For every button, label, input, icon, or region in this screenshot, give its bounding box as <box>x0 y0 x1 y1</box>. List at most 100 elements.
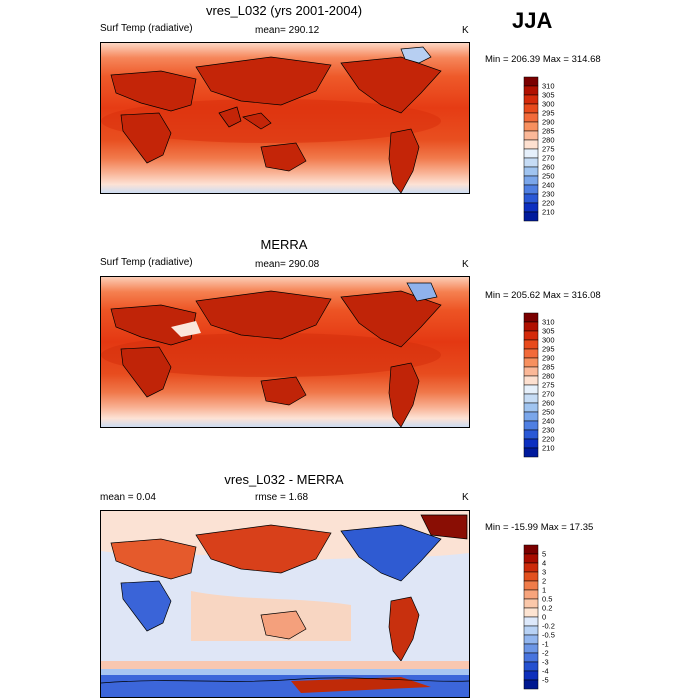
colorbar-3-label: -0.5 <box>542 631 555 640</box>
colorbar-2-swatch <box>523 339 539 350</box>
colorbar-2-swatch <box>523 393 539 404</box>
colorbar-3-label: -2 <box>542 649 549 658</box>
season-label: JJA <box>512 8 553 33</box>
panel2-minmax: Min = 205.62 Max = 316.08 <box>485 290 601 301</box>
colorbar-2-label: 270 <box>542 390 555 399</box>
colorbar-3-swatch <box>523 634 539 645</box>
colorbar-2-label: 310 <box>542 318 555 327</box>
colorbar-3-swatch <box>523 661 539 672</box>
colorbar-2-swatch <box>523 321 539 332</box>
colorbar-1-label: 240 <box>542 181 555 190</box>
panel1-minmax: Min = 206.39 Max = 314.68 <box>485 54 601 65</box>
colorbar-1-swatch <box>523 193 539 204</box>
colorbar-1-swatch <box>523 130 539 141</box>
colorbar-2-label: 230 <box>542 426 555 435</box>
colorbar-1-label: 275 <box>542 145 555 154</box>
colorbar-2-label: 290 <box>542 354 555 363</box>
panel3-center-label: rmse = 1.68 <box>255 492 309 503</box>
colorbar-1-label: 305 <box>542 91 555 100</box>
colorbar-3-swatch <box>523 562 539 573</box>
colorbar-3-swatch <box>523 598 539 609</box>
colorbar-2-graphic: 3103053002952902852802752702602502402302… <box>523 312 555 458</box>
colorbar-2-label: 285 <box>542 363 555 372</box>
colorbar-3-swatch <box>523 571 539 582</box>
colorbar-2-swatch <box>523 402 539 413</box>
colorbar-2-label: 220 <box>542 435 555 444</box>
panel3-minmax: Min = -15.99 Max = 17.35 <box>485 522 594 533</box>
colorbar-3-label: 0 <box>542 613 546 622</box>
colorbar-3-label: -4 <box>542 667 549 676</box>
panel1-center-label: mean= 290.12 <box>255 25 320 36</box>
colorbar-1-swatch <box>523 175 539 186</box>
colorbar-2-swatch <box>523 438 539 449</box>
colorbar-3-label: 0.2 <box>542 604 552 613</box>
colorbar-3-swatch <box>523 625 539 636</box>
colorbar-1-swatch <box>523 148 539 159</box>
colorbar-1-swatch <box>523 202 539 213</box>
panel2-center-label: mean= 290.08 <box>255 259 320 270</box>
colorbar-1-label: 280 <box>542 136 555 145</box>
colorbar-3-label: 4 <box>542 559 546 568</box>
colorbar-1-swatch <box>523 211 539 222</box>
colorbar-1-swatch <box>523 94 539 105</box>
colorbar-3-swatch <box>523 670 539 681</box>
colorbar-1-label: 220 <box>542 199 555 208</box>
colorbar-2-label: 295 <box>542 345 555 354</box>
panel2-map <box>100 276 470 428</box>
colorbar-1-label: 260 <box>542 163 555 172</box>
colorbar-3-label: 0.5 <box>542 595 552 604</box>
colorbar-1-label: 210 <box>542 208 555 217</box>
colorbar-2: 310 305 300 295 290 285 280 275 270 260 250 240 230 2… <box>521 312 581 463</box>
colorbar-3-label: -1 <box>542 640 549 649</box>
colorbar-1-swatch <box>523 121 539 132</box>
colorbar-3-swatch <box>523 589 539 600</box>
colorbar-2-label: 305 <box>542 327 555 336</box>
colorbar-3-label: 3 <box>542 568 546 577</box>
colorbar-3-swatch <box>523 553 539 564</box>
colorbar-3-label: 2 <box>542 577 546 586</box>
colorbar-2-label: 250 <box>542 408 555 417</box>
colorbar-2-label: 210 <box>542 444 555 453</box>
panel1-left-label: Surf Temp (radiative) <box>100 23 193 34</box>
colorbar-3-swatch <box>523 679 539 690</box>
panel3-units: K <box>462 492 469 503</box>
colorbar-3-swatch <box>523 544 539 555</box>
colorbar-3-swatch <box>523 580 539 591</box>
colorbar-1-label: 250 <box>542 172 555 181</box>
colorbar-3-swatch <box>523 607 539 618</box>
colorbar-2-swatch <box>523 429 539 440</box>
colorbar-2-label: 240 <box>542 417 555 426</box>
colorbar-3-swatch <box>523 652 539 663</box>
panel2-title: MERRA <box>260 237 308 252</box>
colorbar-2-label: 280 <box>542 372 555 381</box>
colorbar-2-swatch <box>523 384 539 395</box>
colorbar-3-swatch <box>523 616 539 627</box>
colorbar-2-swatch <box>523 357 539 368</box>
colorbar-1-swatch <box>523 184 539 195</box>
panel3-map <box>100 510 470 698</box>
panel2-units: K <box>462 259 469 270</box>
colorbar-1-swatch <box>523 139 539 150</box>
colorbar-1-swatch <box>523 85 539 96</box>
colorbar-1-swatch <box>523 103 539 114</box>
colorbar-1-swatch <box>523 157 539 168</box>
colorbar-1-graphic: 3103053002952902852802752702602502402302… <box>523 76 555 222</box>
colorbar-3-label: -5 <box>542 676 549 685</box>
panel3-title: vres_L032 - MERRA <box>224 472 344 487</box>
colorbar-3: 5 4 3 2 1 0.5 0.2 0 -0.2 -0.5 -1 -2 -3 -4 -5 <box>521 544 581 695</box>
panel1-title: vres_L032 (yrs 2001-2004) <box>205 3 363 18</box>
colorbar-1-swatch <box>523 112 539 123</box>
colorbar-2-label: 275 <box>542 381 555 390</box>
colorbar-1-label: 310 <box>542 82 555 91</box>
colorbar-3-label: -3 <box>542 658 549 667</box>
panel3-left-label: mean = 0.04 <box>100 492 156 503</box>
colorbar-2-swatch <box>523 375 539 386</box>
colorbar-3-swatch <box>523 643 539 654</box>
colorbar-1-label: 300 <box>542 100 555 109</box>
colorbar-2-swatch <box>523 411 539 422</box>
colorbar-1-label: 270 <box>542 154 555 163</box>
colorbar-2-label: 300 <box>542 336 555 345</box>
colorbar-2-swatch <box>523 312 539 323</box>
colorbar-1-swatch <box>523 166 539 177</box>
